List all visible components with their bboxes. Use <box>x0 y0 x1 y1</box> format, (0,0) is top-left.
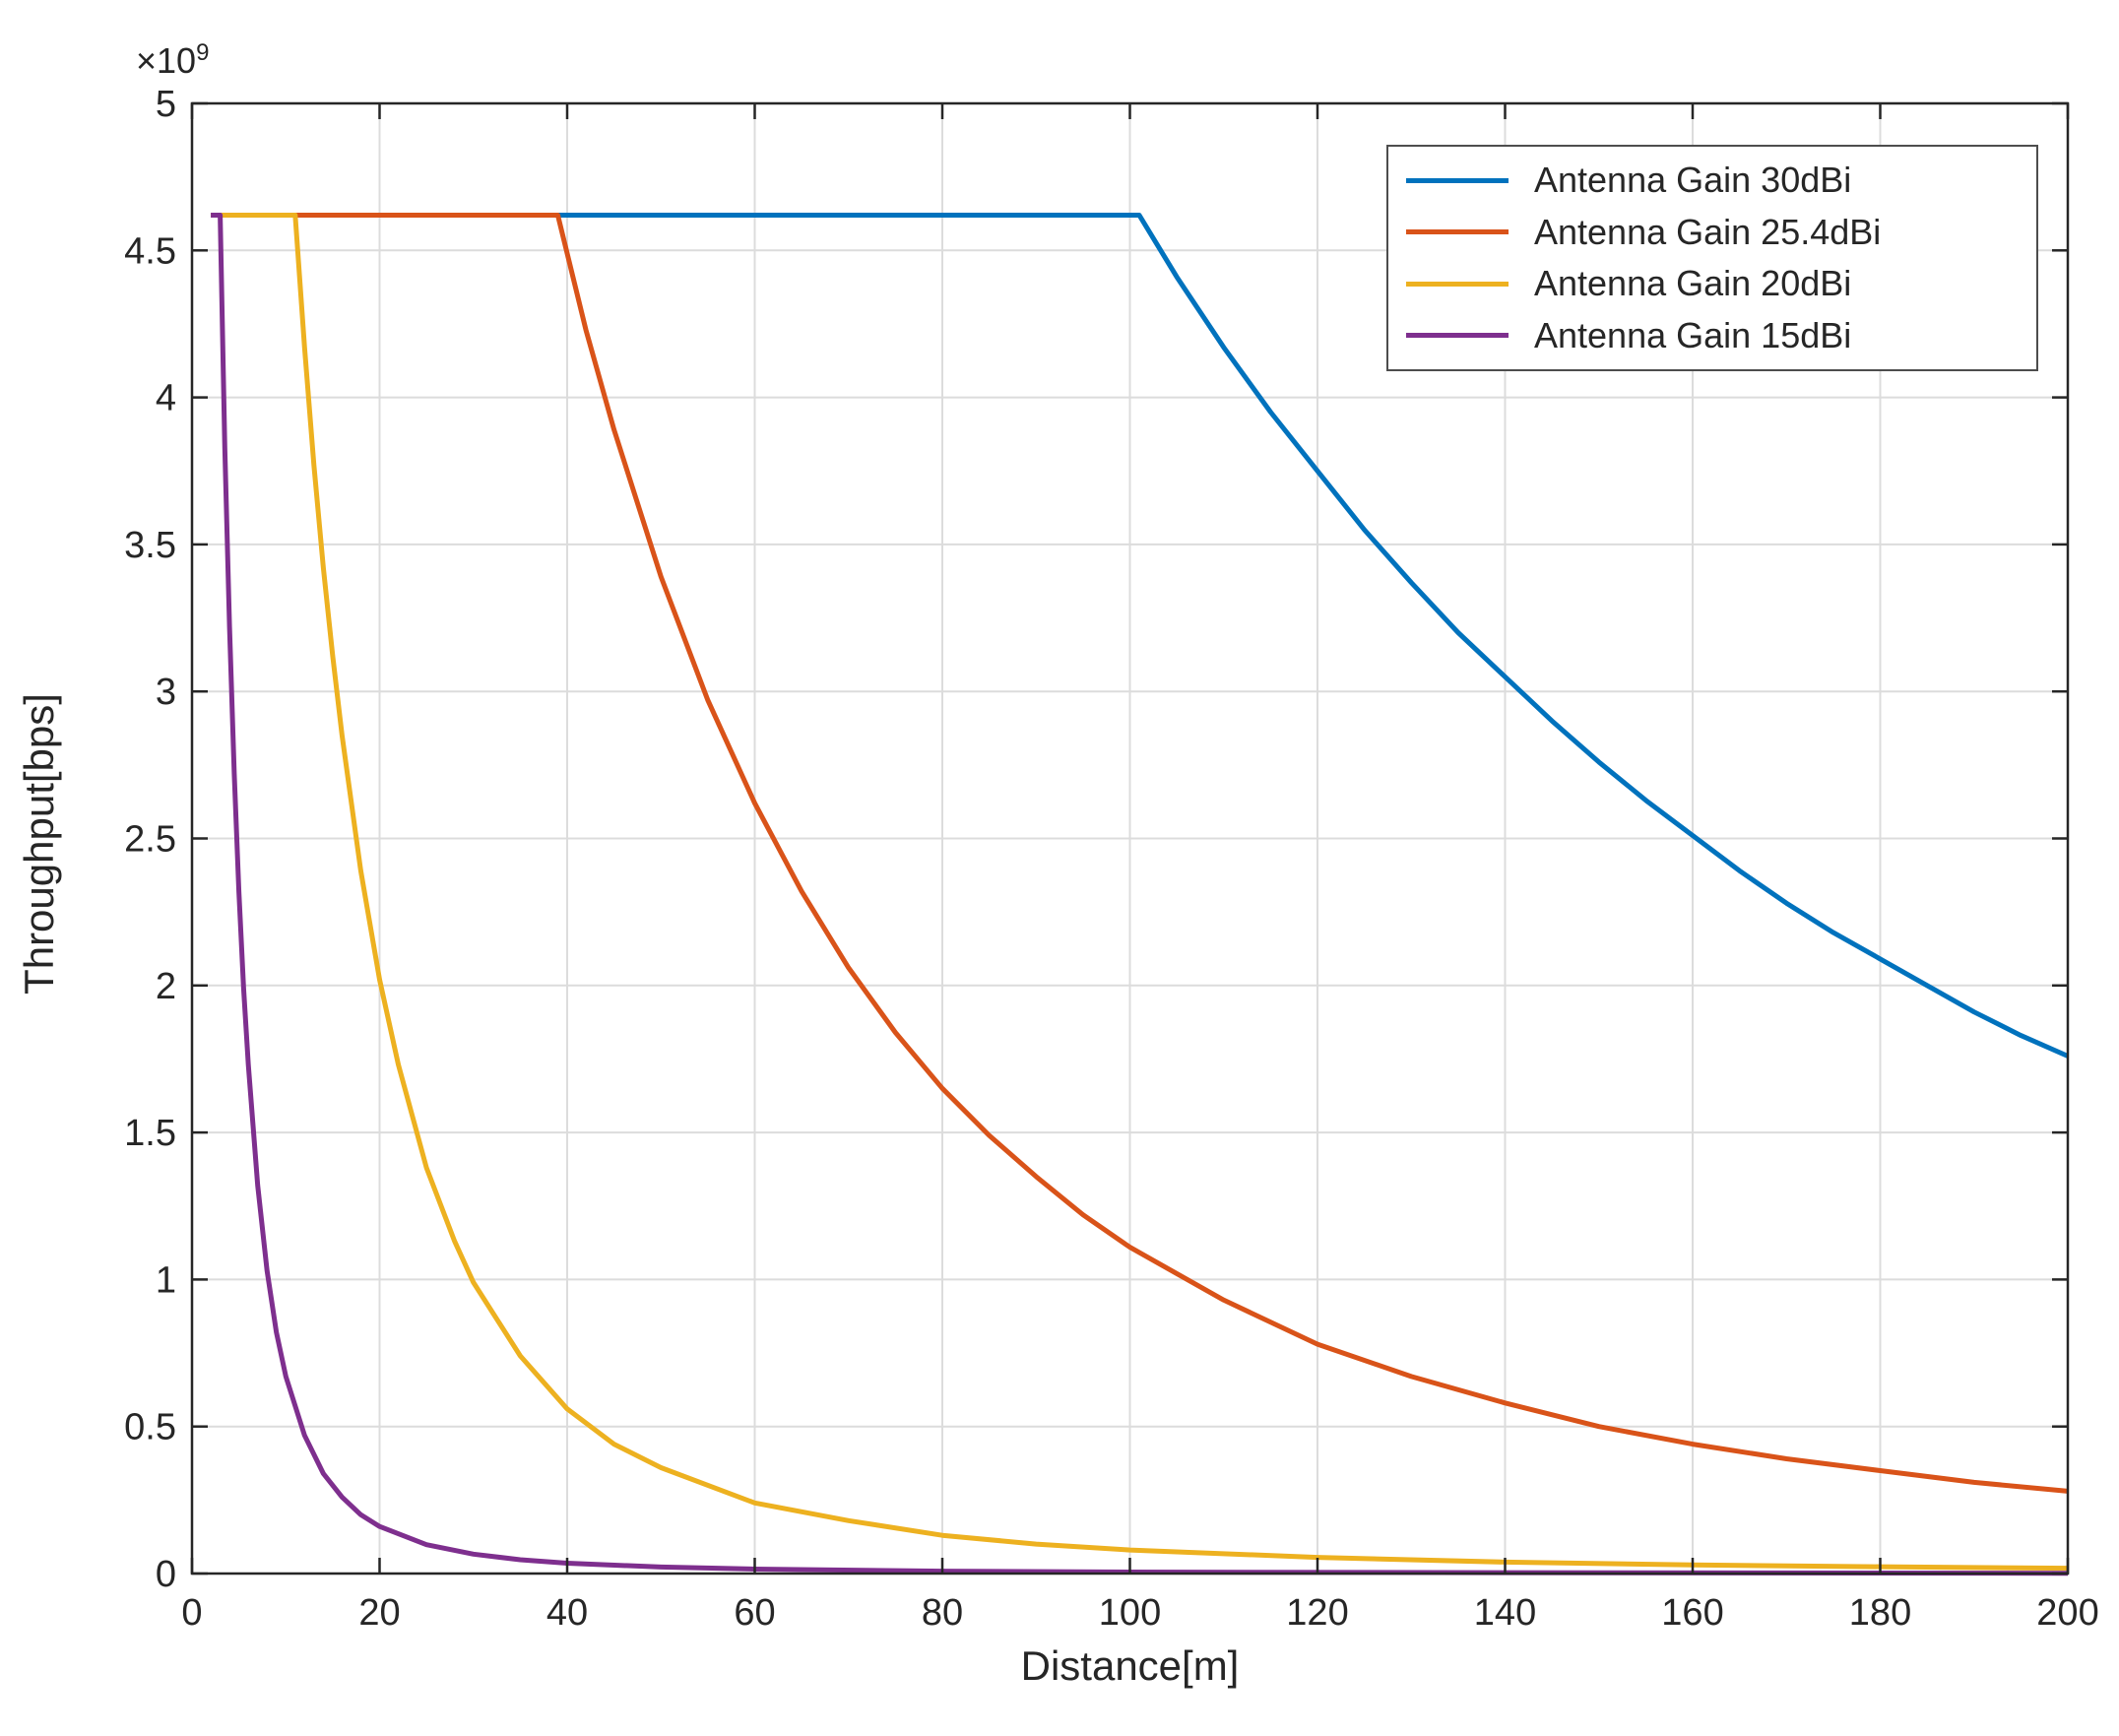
y-tick-label: 0.5 <box>124 1407 176 1448</box>
y-axis-title: Throughput[bps] <box>16 693 62 995</box>
y-axis-exponent-label: ×109 <box>136 39 209 82</box>
x-tick-label: 60 <box>734 1592 775 1634</box>
y-tick-label: 3.5 <box>124 525 176 566</box>
y-axis-exponent-power: 9 <box>196 39 210 66</box>
legend-line-swatch-25-4dbi <box>1406 229 1509 235</box>
y-tick-label: 1 <box>156 1259 176 1301</box>
y-tick-label: 4 <box>156 378 176 419</box>
y-tick-label: 0 <box>156 1554 176 1595</box>
y-tick-label: 1.5 <box>124 1113 176 1154</box>
x-tick-label: 20 <box>358 1592 400 1634</box>
x-tick-label: 40 <box>546 1592 588 1634</box>
x-tick-label: 0 <box>181 1592 202 1634</box>
x-tick-label: 180 <box>1849 1592 1911 1634</box>
legend-item: Antenna Gain 15dBi <box>1406 315 2026 356</box>
x-tick-label: 100 <box>1099 1592 1161 1634</box>
x-tick-label: 160 <box>1661 1592 1723 1634</box>
legend-line-swatch-20dbi <box>1406 281 1509 287</box>
legend-item: Antenna Gain 25.4dBi <box>1406 212 2026 253</box>
x-axis-title: Distance[m] <box>1020 1642 1240 1689</box>
curve-antenna-gain-30dbi <box>211 213 2070 1059</box>
legend: Antenna Gain 30dBi Antenna Gain 25.4dBi … <box>1386 145 2038 371</box>
x-tick-label: 200 <box>2036 1592 2098 1634</box>
y-tick-label: 4.5 <box>124 230 176 272</box>
curve-antenna-gain-25-4dbi <box>211 213 2069 1494</box>
y-tick-label: 5 <box>156 84 176 125</box>
legend-label-20dbi: Antenna Gain 20dBi <box>1534 263 1852 304</box>
x-tick-label: 140 <box>1474 1592 1536 1634</box>
y-tick-label: 2.5 <box>124 819 176 861</box>
legend-label-30dbi: Antenna Gain 30dBi <box>1534 160 1852 201</box>
curve-antenna-gain-20dbi <box>211 213 2069 1572</box>
y-tick-label: 3 <box>156 672 176 713</box>
y-axis-exponent-base: ×10 <box>136 40 197 81</box>
legend-label-25-4dbi: Antenna Gain 25.4dBi <box>1534 211 1882 252</box>
legend-line-swatch-15dbi <box>1406 333 1509 339</box>
x-tick-label: 120 <box>1286 1592 1348 1634</box>
legend-line-swatch-30dbi <box>1406 177 1509 183</box>
x-tick-label: 80 <box>922 1592 963 1634</box>
legend-item: Antenna Gain 30dBi <box>1406 160 2026 201</box>
curve-antenna-gain-15dbi <box>211 213 2069 1576</box>
legend-label-15dbi: Antenna Gain 15dBi <box>1534 314 1852 355</box>
y-tick-label: 2 <box>156 966 176 1007</box>
legend-item: Antenna Gain 20dBi <box>1406 263 2026 304</box>
